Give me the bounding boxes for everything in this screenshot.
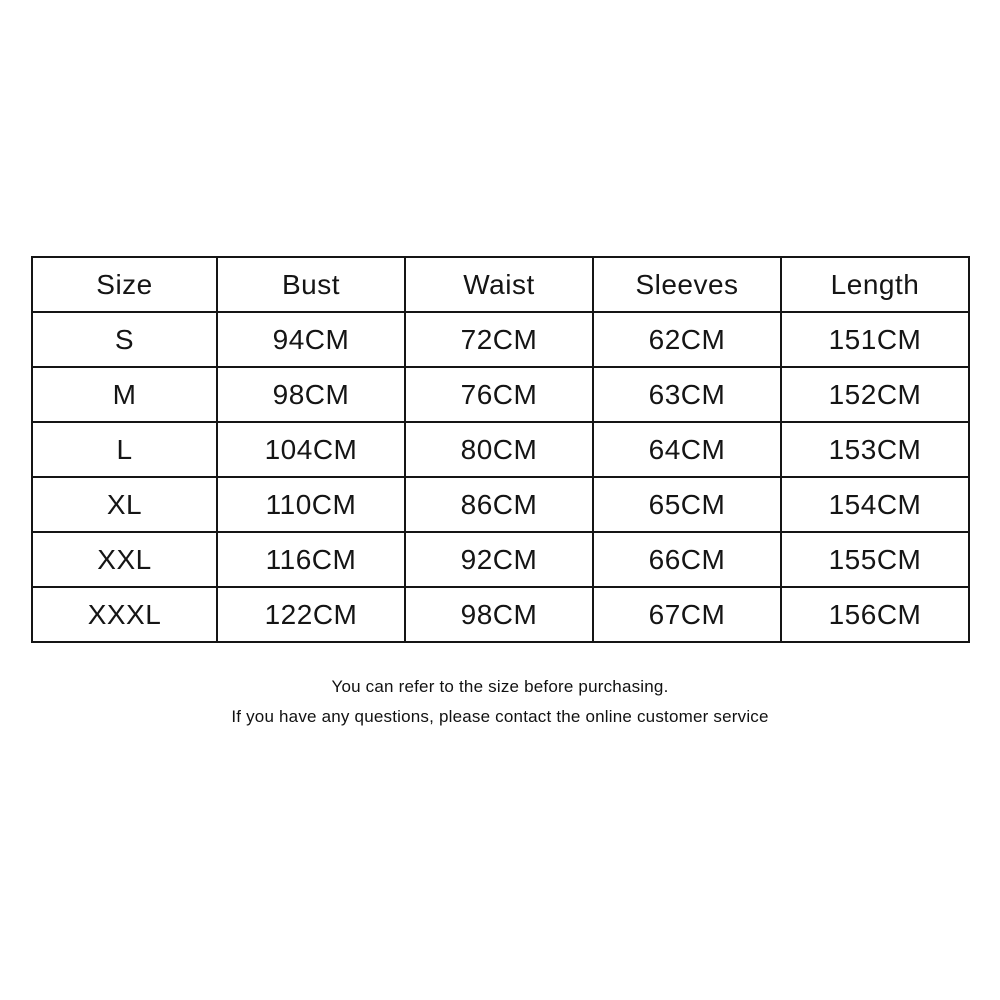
table-cell: XXL bbox=[31, 531, 218, 588]
table-cell: 98CM bbox=[404, 586, 594, 643]
table-cell: 65CM bbox=[592, 476, 782, 533]
table-row-xl: XL 110CM 86CM 65CM 154CM bbox=[31, 476, 970, 533]
table-cell: 63CM bbox=[592, 366, 782, 423]
table-cell: 76CM bbox=[404, 366, 594, 423]
footer-note: You can refer to the size before purchas… bbox=[0, 672, 1000, 732]
table-cell: 153CM bbox=[780, 421, 970, 478]
table-row-l: L 104CM 80CM 64CM 153CM bbox=[31, 421, 970, 478]
header-cell-waist: Waist bbox=[404, 256, 594, 313]
note-line-2: If you have any questions, please contac… bbox=[231, 707, 769, 726]
table-cell: 156CM bbox=[780, 586, 970, 643]
table-cell: XXXL bbox=[31, 586, 218, 643]
table-cell: 154CM bbox=[780, 476, 970, 533]
table-cell: 80CM bbox=[404, 421, 594, 478]
table-cell: S bbox=[31, 311, 218, 368]
table-cell: 122CM bbox=[216, 586, 406, 643]
table-cell: 66CM bbox=[592, 531, 782, 588]
table-row-xxl: XXL 116CM 92CM 66CM 155CM bbox=[31, 531, 970, 588]
table-cell: 98CM bbox=[216, 366, 406, 423]
header-cell-length: Length bbox=[780, 256, 970, 313]
table-row-xxxl: XXXL 122CM 98CM 67CM 156CM bbox=[31, 586, 970, 643]
table-cell: 152CM bbox=[780, 366, 970, 423]
header-cell-sleeves: Sleeves bbox=[592, 256, 782, 313]
table-cell: 86CM bbox=[404, 476, 594, 533]
table-cell: 92CM bbox=[404, 531, 594, 588]
table-cell: 72CM bbox=[404, 311, 594, 368]
header-cell-size: Size bbox=[31, 256, 218, 313]
table-cell: 67CM bbox=[592, 586, 782, 643]
table-cell: L bbox=[31, 421, 218, 478]
header-cell-bust: Bust bbox=[216, 256, 406, 313]
table-header-row: Size Bust Waist Sleeves Length bbox=[31, 256, 970, 313]
table-cell: XL bbox=[31, 476, 218, 533]
table-row-s: S 94CM 72CM 62CM 151CM bbox=[31, 311, 970, 368]
table-cell: 64CM bbox=[592, 421, 782, 478]
table-cell: 94CM bbox=[216, 311, 406, 368]
table-cell: 155CM bbox=[780, 531, 970, 588]
table-cell: 116CM bbox=[216, 531, 406, 588]
table-cell: 151CM bbox=[780, 311, 970, 368]
table-cell: 62CM bbox=[592, 311, 782, 368]
table-row-m: M 98CM 76CM 63CM 152CM bbox=[31, 366, 970, 423]
note-line-1: You can refer to the size before purchas… bbox=[331, 677, 669, 696]
table-cell: 110CM bbox=[216, 476, 406, 533]
table-cell: M bbox=[31, 366, 218, 423]
table-cell: 104CM bbox=[216, 421, 406, 478]
size-chart-table: Size Bust Waist Sleeves Length S 94CM 72… bbox=[31, 256, 970, 643]
